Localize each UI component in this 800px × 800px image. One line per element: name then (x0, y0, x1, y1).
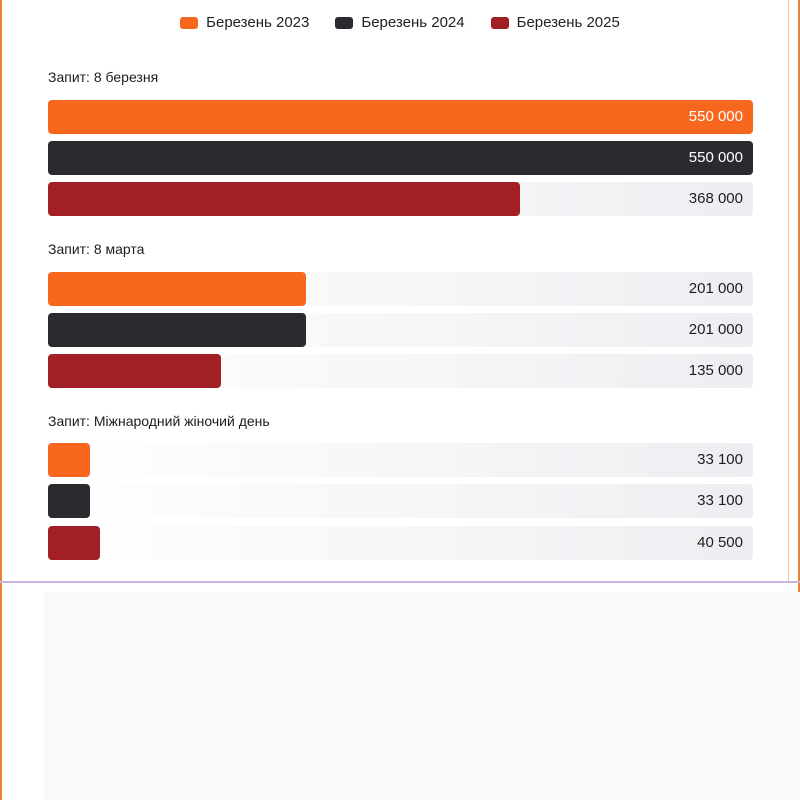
divider (0, 581, 800, 583)
bar-track: 550 000 (48, 100, 753, 134)
value-label: 550 000 (688, 108, 743, 125)
legend-item-2023: Березень 2023 (180, 14, 309, 31)
bar (48, 272, 306, 306)
bar (48, 443, 91, 477)
bar (48, 313, 306, 347)
bar (48, 182, 520, 216)
bar-track: 201 000 (48, 313, 753, 347)
group-label: Запит: Міжнародний жіночий день (48, 413, 270, 429)
bar-track: 40 500 (48, 526, 753, 560)
legend-swatch (335, 16, 354, 29)
value-label: 33 100 (697, 451, 743, 468)
chart-legend: Березень 2023 Березень 2024 Березень 202… (0, 14, 800, 31)
group-label: Запит: 8 березня (48, 69, 159, 85)
bar-track: 201 000 (48, 272, 753, 306)
bar (48, 141, 753, 175)
legend-label: Березень 2024 (361, 14, 465, 31)
bar-track: 368 000 (48, 182, 753, 216)
legend-item-2025: Березень 2025 (490, 14, 620, 31)
value-label: 135 000 (688, 362, 743, 379)
bar-track: 550 000 (48, 141, 753, 175)
value-label: 33 100 (697, 492, 743, 509)
legend-item-2024: Березень 2024 (335, 14, 465, 31)
bar-track: 33 100 (48, 443, 753, 477)
value-label: 550 000 (688, 149, 743, 166)
legend-label: Березень 2023 (206, 14, 310, 31)
bar (48, 354, 222, 388)
legend-label: Березень 2025 (516, 14, 620, 31)
value-label: 368 000 (688, 190, 743, 207)
lower-panel (44, 592, 800, 800)
inner-right-border (788, 0, 789, 582)
value-label: 40 500 (697, 534, 743, 551)
legend-swatch (180, 16, 199, 29)
bar (48, 484, 91, 518)
bar (48, 526, 100, 560)
left-border (0, 0, 2, 800)
legend-swatch (490, 16, 509, 29)
value-label: 201 000 (688, 321, 743, 338)
value-label: 201 000 (688, 280, 743, 297)
bar-track: 135 000 (48, 354, 753, 388)
bar-track: 33 100 (48, 484, 753, 518)
bar (48, 100, 753, 134)
group-label: Запит: 8 марта (48, 241, 145, 257)
right-border (798, 0, 800, 800)
